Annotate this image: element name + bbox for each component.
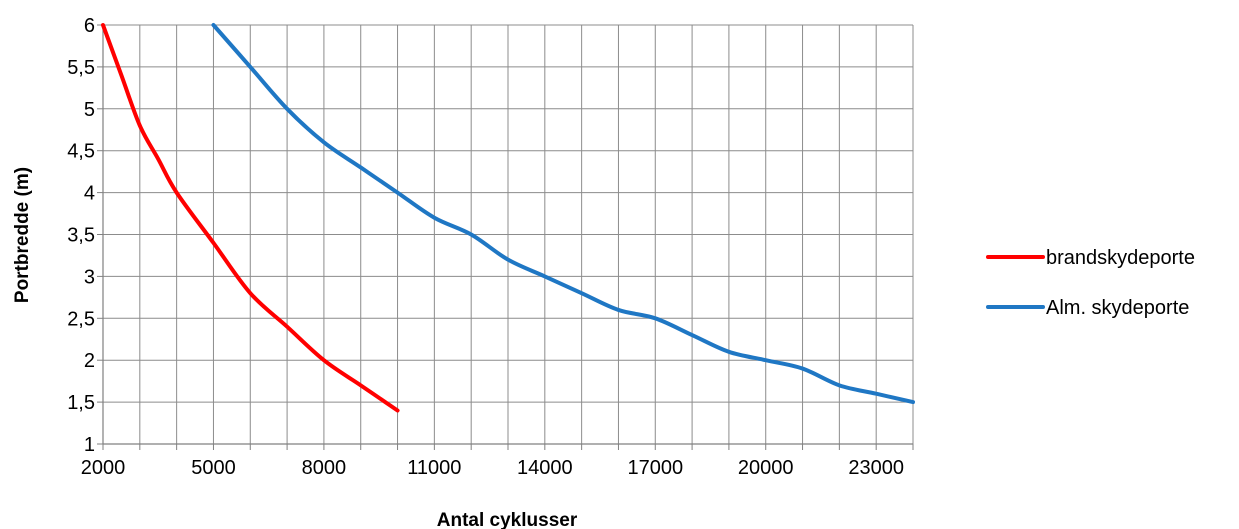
x-tick-label: 2000 (81, 457, 126, 479)
x-tick-label: 8000 (302, 457, 347, 479)
series-line-brandskydeporte (101, 23, 400, 413)
y-tick-label: 4,5 (67, 141, 95, 163)
x-tick-label: 11000 (407, 457, 461, 479)
y-tick-label: 2,5 (67, 308, 95, 330)
axes (97, 24, 914, 450)
x-tick-label: 20000 (738, 457, 794, 479)
y-axis-title: Portbredde (m) (12, 167, 33, 303)
x-axis-title: Antal cyklusser (437, 510, 578, 529)
series-lines (101, 23, 915, 413)
y-tick-label: 3,5 (67, 225, 95, 247)
legend-label-brandskydeporte: brandskydeporte (1046, 247, 1195, 269)
y-tick-label: 4 (84, 183, 95, 205)
y-tick-label: 6 (84, 15, 95, 37)
y-tick-label: 2 (84, 350, 95, 372)
tick-labels: 1 1,5 2 2,5 3 3,5 4 4,5 5 5,5 6 2000 5000 8000 11000 14… (67, 15, 904, 479)
x-tick-label: 14000 (517, 457, 573, 479)
x-tick-label: 17000 (627, 457, 683, 479)
legend-label-alm-skydeporte: Alm. skydeporte (1046, 297, 1189, 319)
x-tick-label: 5000 (191, 457, 236, 479)
y-tick-label: 5,5 (67, 57, 95, 79)
grid (102, 24, 914, 445)
y-tick-label: 3 (84, 266, 95, 288)
series-line-alm-skydeporte (211, 23, 915, 405)
y-tick-label: 1 (84, 434, 95, 456)
x-tick-label: 23000 (848, 457, 904, 479)
y-tick-label: 1,5 (67, 392, 95, 414)
legend: brandskydeporte Alm. skydeporte (986, 247, 1195, 319)
y-tick-label: 5 (84, 99, 95, 121)
